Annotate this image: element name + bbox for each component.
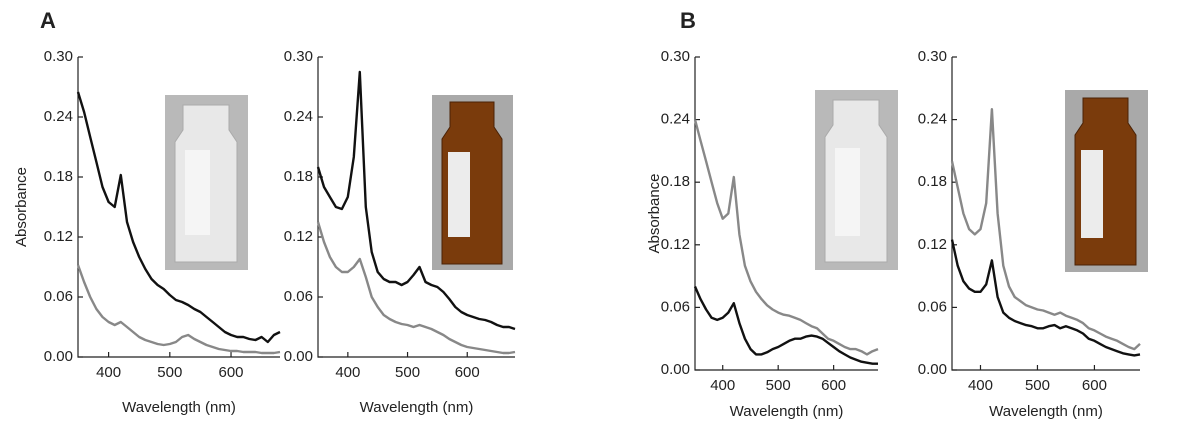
spectrum-line — [950, 239, 1141, 357]
y-tick-label: 0.06 — [44, 288, 73, 305]
panel: 0.00 0.06 0.12 0.18 0.24 0.30 400 500 600 Wavelen… — [646, 8, 879, 420]
x-axis-label: Wavelength (nm) — [989, 403, 1103, 420]
y-tick-label: 0.30 — [661, 48, 690, 65]
x-tick-label: 500 — [766, 377, 791, 394]
y-tick-label: 0.24 — [918, 111, 947, 128]
y-tick-label: 0.18 — [44, 168, 73, 185]
y-tick-label: 0.18 — [661, 173, 690, 190]
y-tick-label: 0.06 — [284, 288, 313, 305]
y-tick-label: 0.00 — [44, 348, 73, 365]
spectrum-line — [693, 286, 878, 365]
y-tick-label: 0.12 — [918, 236, 947, 253]
spectrum-line — [693, 119, 879, 356]
y-tick-label: 0.30 — [918, 48, 947, 65]
y-tick-label: 0.18 — [918, 173, 947, 190]
y-tick-label: 0.18 — [284, 168, 313, 185]
y-tick-label: 0.24 — [44, 108, 73, 125]
y-tick-label: 0.06 — [661, 298, 690, 315]
panel: 0.00 0.06 0.12 0.18 0.24 0.30 400 500 600 Wavelen… — [13, 8, 281, 416]
spectrum-line — [76, 264, 281, 355]
panel-label: B — [680, 8, 696, 33]
x-tick-label: 600 — [219, 364, 244, 381]
x-axis-label: Wavelength (nm) — [360, 399, 474, 416]
spectrum-line — [316, 221, 516, 355]
x-axis-label: Wavelength (nm) — [122, 399, 236, 416]
y-tick-label: 0.30 — [44, 48, 73, 65]
spectrum-line — [950, 108, 1141, 351]
spectrum-line — [316, 70, 516, 331]
x-tick-label: 400 — [968, 377, 993, 394]
y-tick-label: 0.12 — [661, 236, 690, 253]
vial-amber-inset — [1065, 90, 1148, 272]
spectrum-line — [76, 91, 281, 344]
y-tick-label: 0.00 — [918, 361, 947, 378]
x-tick-label: 500 — [395, 364, 420, 381]
panel-label: A — [40, 8, 56, 33]
x-tick-label: 600 — [821, 377, 846, 394]
x-tick-label: 400 — [710, 377, 735, 394]
x-tick-label: 500 — [157, 364, 182, 381]
y-tick-label: 0.12 — [284, 228, 313, 245]
x-tick-label: 400 — [335, 364, 360, 381]
y-tick-label: 0.24 — [661, 111, 690, 128]
vial-amber-inset — [432, 95, 513, 270]
y-tick-label: 0.12 — [44, 228, 73, 245]
x-axis-label: Wavelength (nm) — [730, 403, 844, 420]
vial-clear-inset — [165, 95, 248, 270]
y-tick-label: 0.00 — [284, 348, 313, 365]
x-tick-label: 500 — [1025, 377, 1050, 394]
x-tick-label: 400 — [96, 364, 121, 381]
y-tick-label: 0.30 — [284, 48, 313, 65]
y-tick-label: 0.00 — [661, 361, 690, 378]
y-axis-label: Absorbance — [13, 167, 30, 247]
y-tick-label: 0.06 — [918, 298, 947, 315]
x-tick-label: 600 — [455, 364, 480, 381]
panel: 0.00 0.06 0.12 0.18 0.24 0.30 400 500 600 Wavelen… — [284, 48, 516, 416]
x-tick-label: 600 — [1082, 377, 1107, 394]
y-axis-label: Absorbance — [646, 173, 663, 253]
vial-clear-inset — [815, 90, 898, 270]
y-tick-label: 0.24 — [284, 108, 313, 125]
panel: 0.00 0.06 0.12 0.18 0.24 0.30 400 500 600 Wavelen… — [918, 48, 1141, 420]
